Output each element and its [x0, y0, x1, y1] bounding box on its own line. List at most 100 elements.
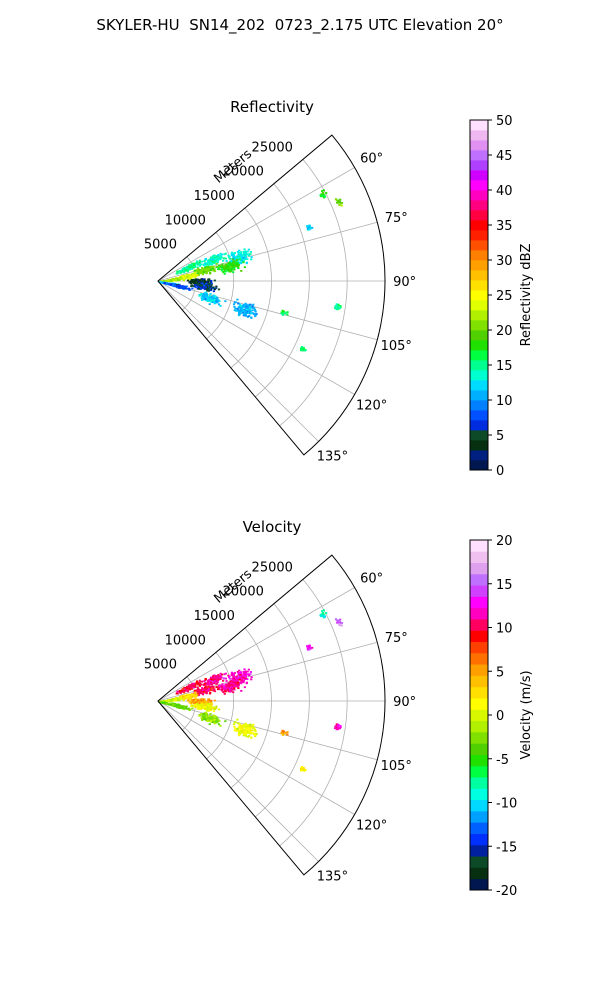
data-point — [321, 194, 324, 197]
data-point — [206, 708, 209, 711]
data-point — [216, 675, 219, 678]
data-point — [232, 676, 235, 678]
data-point — [231, 258, 234, 261]
data-point — [206, 281, 209, 283]
data-point — [177, 277, 181, 280]
data-point — [249, 253, 252, 256]
data-point — [232, 688, 236, 691]
data-point — [246, 306, 249, 309]
data-point — [250, 312, 253, 315]
angular-tick-label: 60° — [360, 572, 383, 587]
data-point — [227, 265, 230, 267]
data-point — [209, 300, 213, 302]
data-point — [197, 271, 200, 273]
data-point — [207, 297, 210, 300]
data-point — [286, 733, 289, 736]
data-point — [170, 279, 173, 282]
data-point — [184, 286, 187, 288]
data-point — [208, 683, 211, 686]
data-point — [249, 307, 252, 310]
data-point — [245, 305, 248, 308]
data-point — [186, 276, 189, 279]
data-point — [280, 311, 283, 314]
data-point — [183, 706, 186, 709]
data-point — [200, 699, 203, 702]
data-point — [202, 706, 206, 708]
data-point — [207, 260, 210, 262]
data-point — [249, 673, 252, 676]
data-point — [212, 287, 215, 290]
data-point — [218, 720, 221, 723]
data-point — [338, 307, 342, 309]
data-point — [234, 677, 237, 679]
data-point — [186, 287, 189, 290]
data-point — [241, 307, 244, 310]
data-point — [239, 304, 242, 307]
data-point — [203, 268, 207, 271]
colorbar-segment — [470, 130, 488, 141]
data-point — [235, 263, 238, 265]
data-point — [198, 699, 201, 702]
data-point — [224, 257, 227, 260]
data-point — [228, 688, 231, 691]
data-point — [247, 724, 250, 727]
data-point — [203, 688, 207, 691]
data-point — [246, 258, 249, 260]
data-point — [189, 698, 193, 700]
data-point — [233, 309, 236, 312]
data-point — [322, 193, 325, 196]
data-point — [181, 690, 184, 693]
data-point — [247, 253, 250, 256]
data-point — [190, 266, 193, 269]
radial-grid-ring — [255, 603, 310, 818]
data-point — [189, 695, 192, 698]
data-point — [246, 670, 249, 673]
data-point — [210, 683, 214, 686]
data-point — [231, 674, 234, 677]
data-point — [179, 277, 182, 280]
colorbar-segment — [470, 340, 488, 351]
angular-tick-label: 75° — [385, 631, 408, 646]
angular-tick-label: 90° — [393, 695, 416, 710]
data-point — [215, 686, 218, 688]
colorbar-tick-label: -5 — [496, 753, 509, 768]
data-point — [338, 623, 341, 626]
data-point — [207, 718, 210, 721]
data-point — [244, 733, 247, 735]
data-point — [238, 249, 241, 252]
data-point — [232, 256, 235, 258]
data-point — [228, 256, 231, 259]
data-point — [223, 265, 226, 268]
data-point — [217, 303, 221, 306]
data-point — [197, 691, 200, 693]
data-point — [232, 303, 236, 306]
data-point — [161, 281, 164, 284]
data-point — [204, 262, 207, 265]
data-point — [187, 275, 190, 278]
data-point — [246, 250, 249, 253]
data-point — [174, 279, 178, 281]
data-point — [193, 278, 196, 281]
data-point — [216, 255, 219, 258]
data-point — [213, 722, 216, 725]
data-point — [196, 282, 199, 285]
data-point — [209, 692, 212, 694]
data-point — [236, 718, 239, 721]
data-point — [187, 698, 190, 701]
data-point — [232, 674, 235, 676]
data-point — [204, 711, 207, 714]
data-point — [232, 691, 235, 694]
data-point — [209, 685, 212, 688]
data-point — [182, 279, 185, 282]
data-point — [176, 699, 179, 701]
data-point — [239, 732, 242, 735]
data-point — [182, 688, 185, 690]
data-point — [186, 699, 190, 702]
data-point — [216, 298, 219, 301]
data-point — [186, 707, 189, 710]
data-point — [192, 264, 196, 266]
data-point — [195, 701, 198, 703]
data-point — [236, 257, 239, 260]
data-point — [236, 728, 239, 730]
colorbar-tick-label: 0 — [496, 709, 504, 724]
